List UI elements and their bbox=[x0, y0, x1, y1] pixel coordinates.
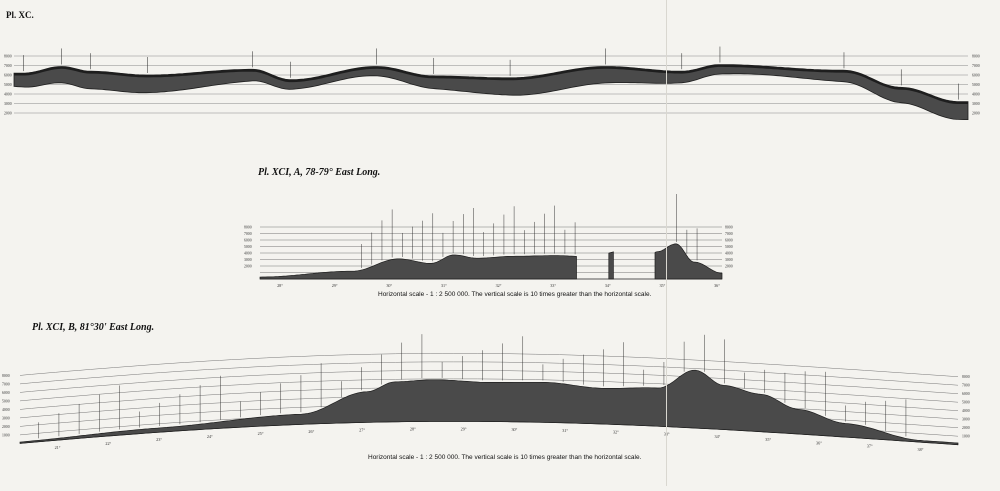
x-tick-label: 37° bbox=[867, 444, 873, 449]
panel-b-profile-band bbox=[19, 369, 959, 446]
y-tick-label: 8000 bbox=[4, 55, 12, 59]
panel-b-grid-curve bbox=[19, 378, 959, 403]
top-profile bbox=[13, 64, 969, 120]
x-tick-label: 30° bbox=[511, 427, 517, 432]
y-tick-label: 2000 bbox=[4, 112, 12, 116]
y-tick-label: 7000 bbox=[962, 384, 970, 388]
x-tick-label: 32° bbox=[613, 429, 619, 434]
panel-b-profile bbox=[19, 369, 959, 446]
y-tick-label: 5000 bbox=[2, 399, 10, 403]
y-tick-label: 3000 bbox=[972, 102, 980, 106]
x-tick-label: 21° bbox=[55, 445, 61, 450]
y-tick-label: 8000 bbox=[962, 375, 970, 379]
y-tick-label: 4000 bbox=[2, 408, 10, 412]
x-tick-label: 26° bbox=[308, 429, 314, 434]
y-tick-label: 3000 bbox=[4, 102, 12, 106]
y-tick-label: 1000 bbox=[962, 435, 970, 439]
y-tick-label: 6000 bbox=[972, 74, 980, 78]
panel-a-scale-note: Horizontal scale - 1 : 2 500 000. The ve… bbox=[378, 291, 652, 298]
y-tick-label: 1000 bbox=[2, 433, 10, 437]
y-tick-label: 4000 bbox=[4, 93, 12, 97]
panel-b-grid-curve bbox=[19, 353, 959, 377]
y-tick-label: 6000 bbox=[2, 391, 10, 395]
y-tick-label: 7000 bbox=[244, 232, 252, 236]
plate-label: Pl. XC. bbox=[6, 10, 34, 20]
y-tick-label: 3000 bbox=[962, 418, 970, 422]
x-tick-label: 31° bbox=[441, 283, 447, 288]
y-tick-label: 2000 bbox=[972, 112, 980, 116]
panel-a-profile-segment bbox=[608, 251, 614, 280]
y-tick-label: 4000 bbox=[725, 252, 733, 256]
panel-b-peak-labels bbox=[38, 334, 907, 439]
y-tick-label: 5000 bbox=[244, 245, 252, 249]
panel-a-profile-segment bbox=[259, 254, 577, 280]
y-tick-label: 5000 bbox=[972, 83, 980, 87]
y-tick-label: 5000 bbox=[725, 245, 733, 249]
y-tick-label: 2000 bbox=[725, 265, 733, 269]
y-tick-label: 7000 bbox=[972, 64, 980, 68]
y-tick-label: 4000 bbox=[244, 252, 252, 256]
x-tick-label: 25° bbox=[258, 431, 264, 436]
y-tick-label: 6000 bbox=[4, 74, 12, 78]
top-y-ticks-left: 8000 7000 6000 5000 4000 3000 2000 bbox=[4, 55, 12, 116]
x-tick-label: 28° bbox=[277, 283, 283, 288]
x-tick-label: 36° bbox=[714, 283, 720, 288]
x-tick-label: 23° bbox=[156, 437, 162, 442]
y-tick-label: 5000 bbox=[4, 83, 12, 87]
y-tick-label: 3000 bbox=[725, 258, 733, 262]
y-tick-label: 4000 bbox=[972, 93, 980, 97]
panel-a-y-ticks: 8000 8000 7000 7000 6000 6000 5000 5000 4000 4000… bbox=[244, 226, 733, 269]
y-tick-label: 6000 bbox=[725, 239, 733, 243]
x-tick-label: 29° bbox=[461, 426, 467, 431]
top-profile-band bbox=[13, 64, 969, 120]
x-tick-label: 33° bbox=[550, 283, 556, 288]
y-tick-label: 8000 bbox=[972, 55, 980, 59]
panel-a-x-ticks: 28° 29° 30° 31° 32° 33° 34° 35° 36° bbox=[277, 283, 720, 288]
y-tick-label: 2000 bbox=[244, 265, 252, 269]
y-tick-label: 3000 bbox=[2, 416, 10, 420]
x-tick-label: 30° bbox=[386, 283, 392, 288]
x-tick-label: 24° bbox=[207, 434, 213, 439]
x-tick-label: 35° bbox=[765, 437, 771, 442]
x-tick-label: 35° bbox=[659, 283, 665, 288]
x-tick-label: 29° bbox=[332, 283, 338, 288]
y-tick-label: 2000 bbox=[2, 425, 10, 429]
panel-b-grid-curve bbox=[19, 370, 959, 394]
page-fold bbox=[666, 0, 667, 486]
top-profile-peak-labels bbox=[23, 46, 959, 100]
panel-b-grid-curve bbox=[19, 361, 959, 386]
panel-a-profile bbox=[259, 243, 723, 280]
y-tick-label: 5000 bbox=[962, 401, 970, 405]
panel-b-scale-note: Horizontal scale - 1 : 2 500 000. The ve… bbox=[368, 454, 642, 461]
y-tick-label: 2000 bbox=[962, 426, 970, 430]
x-tick-label: 28° bbox=[410, 427, 416, 432]
y-tick-label: 7000 bbox=[725, 232, 733, 236]
x-tick-label: 27° bbox=[359, 427, 365, 432]
y-tick-label: 6000 bbox=[244, 239, 252, 243]
panel-a-title: Pl. XCI, A, 78-79° East Long. bbox=[258, 167, 380, 178]
x-tick-label: 36° bbox=[816, 440, 822, 445]
y-tick-label: 7000 bbox=[4, 64, 12, 68]
y-tick-label: 4000 bbox=[962, 409, 970, 413]
y-tick-label: 8000 bbox=[244, 226, 252, 230]
y-tick-label: 6000 bbox=[962, 392, 970, 396]
x-tick-label: 32° bbox=[496, 283, 502, 288]
x-tick-label: 31° bbox=[562, 428, 568, 433]
y-tick-label: 8000 bbox=[725, 226, 733, 230]
x-tick-label: 38° bbox=[918, 447, 924, 452]
x-tick-label: 22° bbox=[105, 441, 111, 446]
panel-b-y-ticks: 8000 8000 7000 7000 6000 6000 5000 5000 4000 4000… bbox=[2, 374, 970, 439]
x-tick-label: 34° bbox=[605, 283, 611, 288]
y-tick-label: 8000 bbox=[2, 374, 10, 378]
y-tick-label: 7000 bbox=[2, 382, 10, 386]
panel-b-title: Pl. XCI, B, 81°30' East Long. bbox=[32, 322, 154, 333]
y-tick-label: 3000 bbox=[244, 258, 252, 262]
x-tick-label: 34° bbox=[714, 434, 720, 439]
top-y-ticks-right: 8000 7000 6000 5000 4000 3000 2000 bbox=[972, 55, 980, 116]
